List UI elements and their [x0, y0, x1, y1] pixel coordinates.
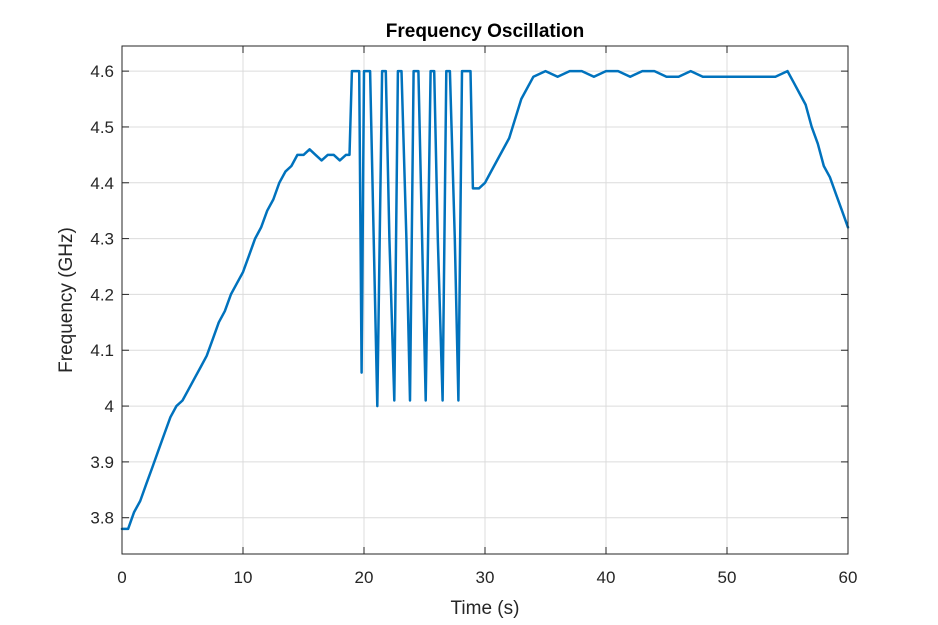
y-axis-label: Frequency (GHz): [56, 227, 77, 373]
label-layer: 0 10 20 30 40 50 60 3.8 3.9 4 4.1 4.2 4.3 4.4 4.5 4.6: [90, 62, 857, 587]
x-tick-label: 10: [234, 568, 253, 587]
y-tick-label: 4.6: [90, 62, 114, 81]
y-tick-label: 4.3: [90, 230, 114, 249]
x-tick-label: 0: [117, 568, 126, 587]
x-tick-label: 60: [839, 568, 858, 587]
x-tick-label: 50: [718, 568, 737, 587]
y-tick-label: 3.8: [90, 509, 114, 528]
x-tick-label: 40: [597, 568, 616, 587]
y-tick-label: 4.1: [90, 341, 114, 360]
y-tick-label: 3.9: [90, 453, 114, 472]
x-tick-label: 30: [476, 568, 495, 587]
y-tick-label: 4: [105, 397, 114, 416]
y-tick-label: 4.2: [90, 285, 114, 304]
tick-layer: [121, 46, 849, 554]
frequency-series-line: [120, 69, 850, 531]
y-tick-label: 4.4: [90, 174, 114, 193]
y-tick-label: 4.5: [90, 118, 114, 137]
series-layer: [120, 69, 850, 531]
x-tick-label: 20: [355, 568, 374, 587]
chart-title: Frequency Oscillation: [386, 21, 585, 42]
x-axis-label: Time (s): [451, 598, 520, 619]
